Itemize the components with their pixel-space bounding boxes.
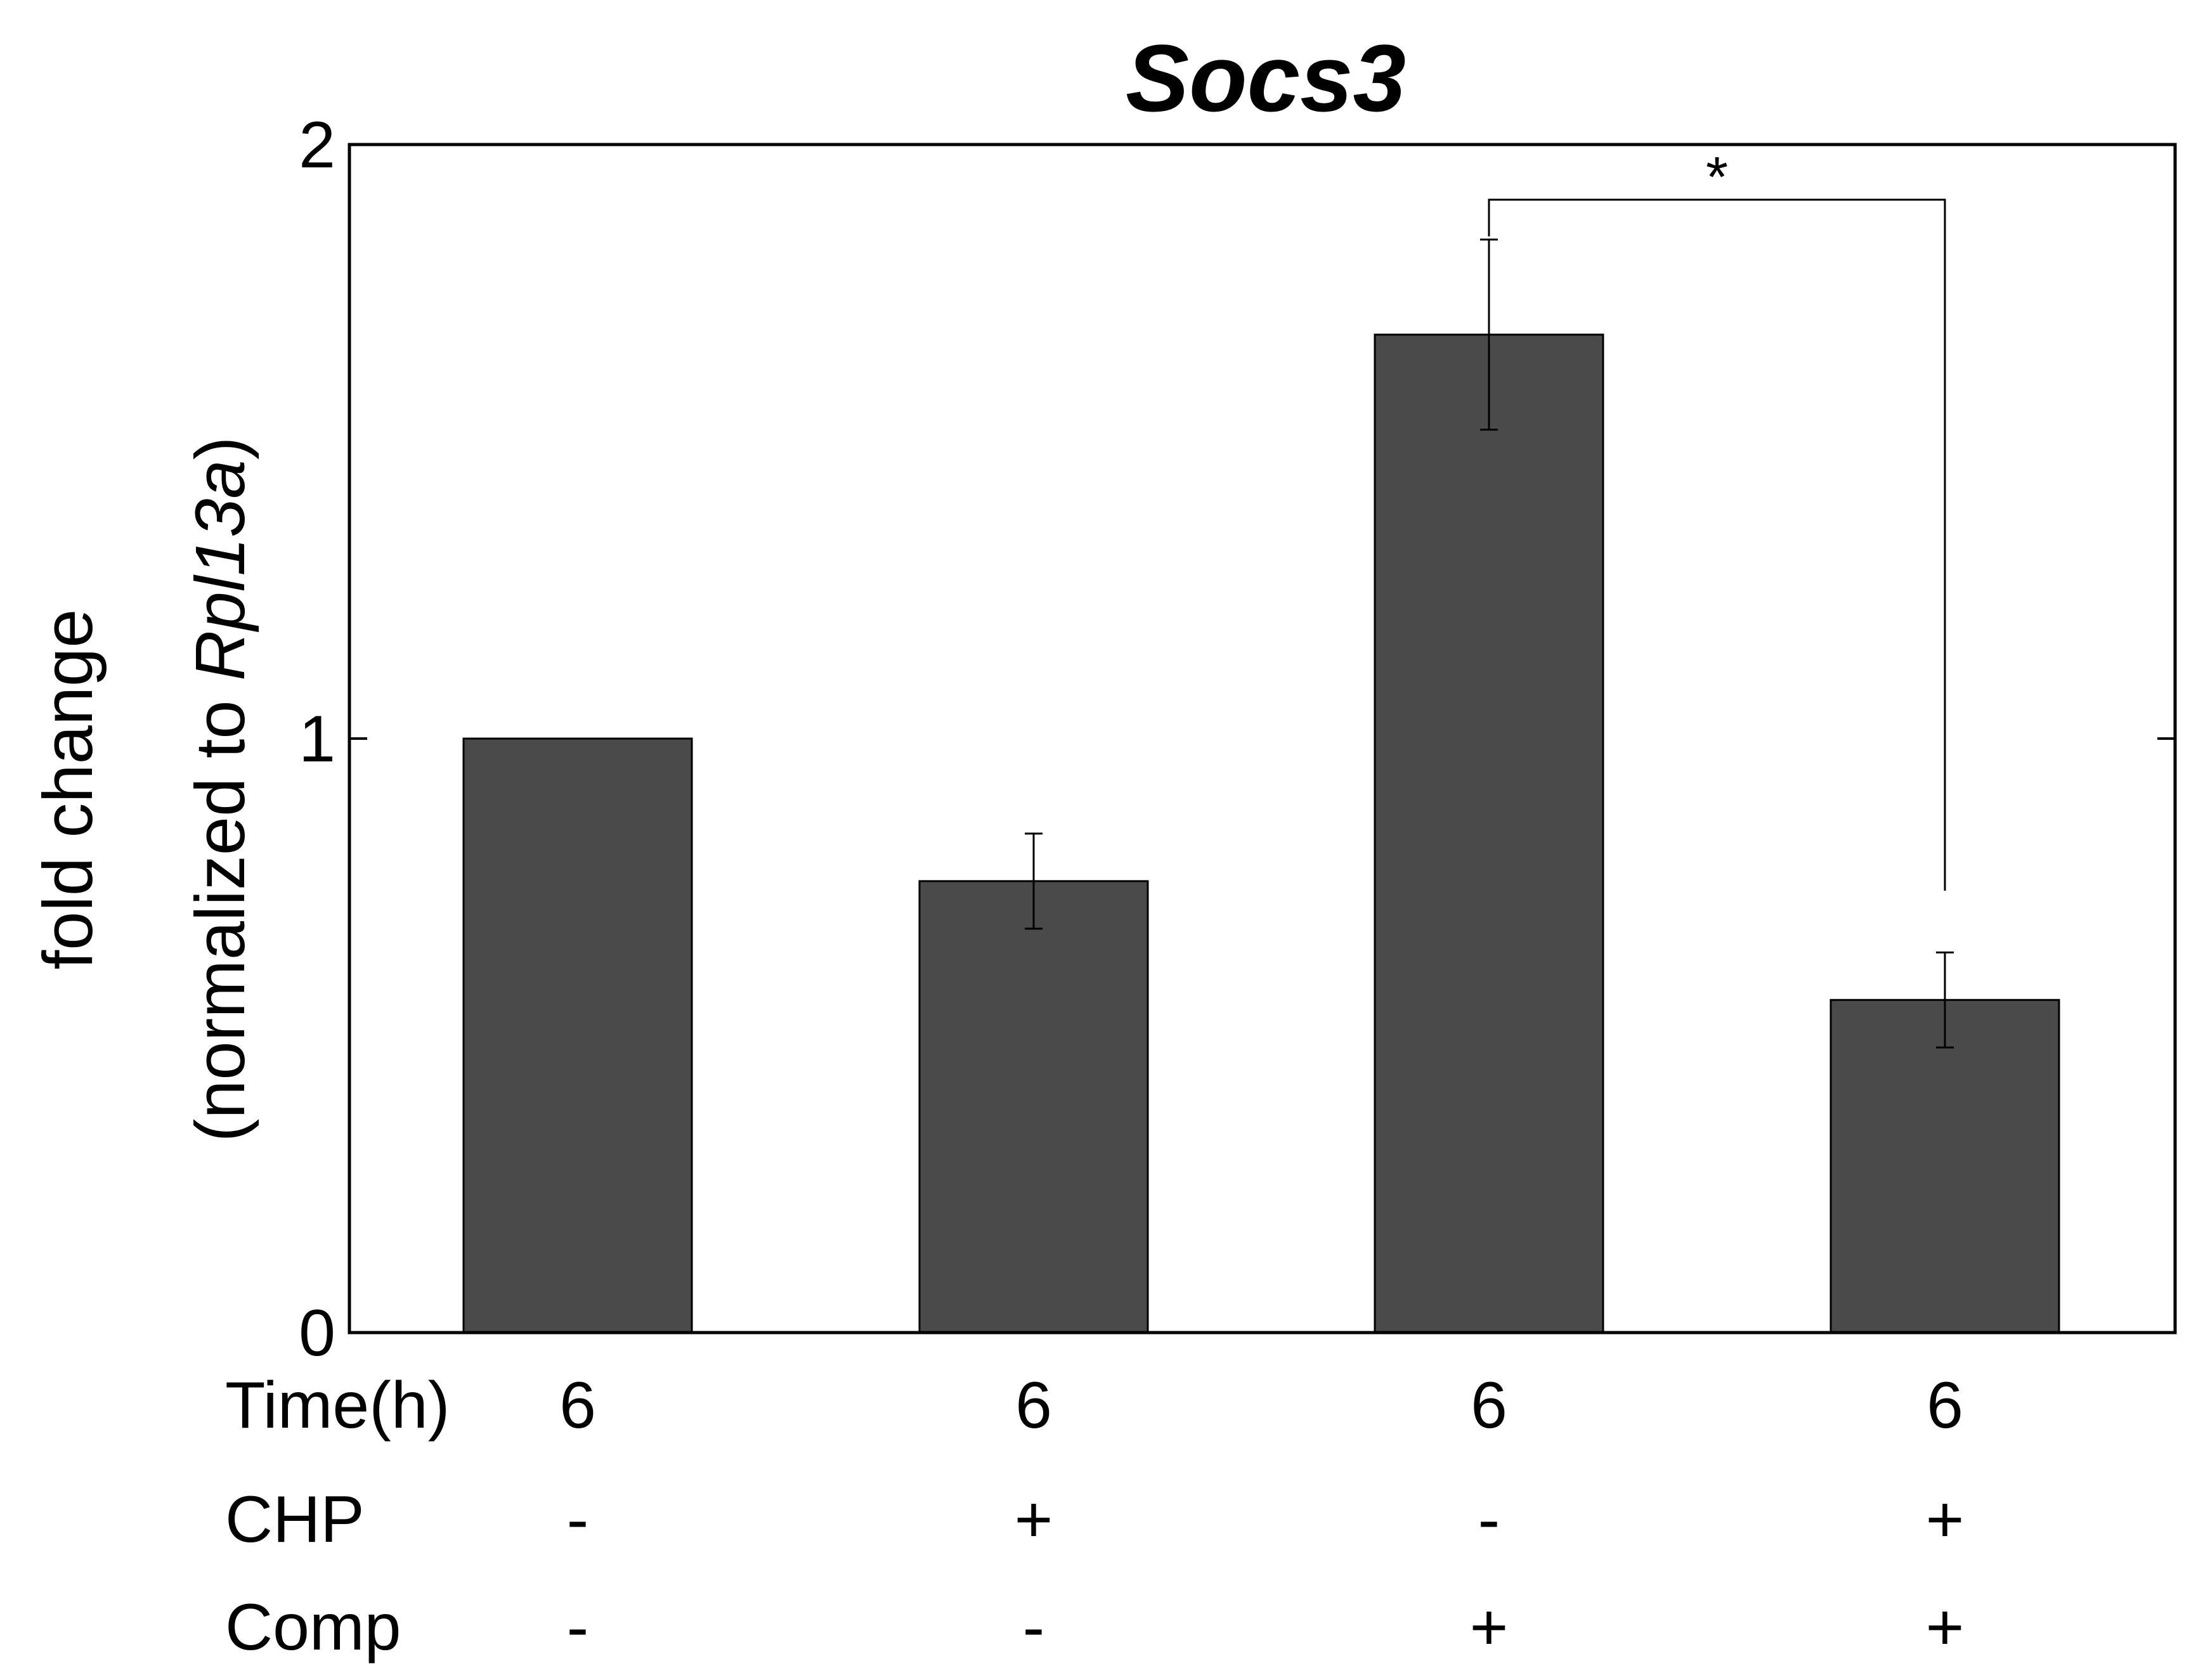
y-axis-label-suffix: ) — [181, 437, 259, 460]
error-bars-layer — [1025, 238, 1954, 1049]
y-tick-label-1: 1 — [299, 702, 335, 776]
y-axis-label-line2: (normalized to Rpl13a) — [181, 437, 259, 1142]
axes-layer: 0 1 2 — [299, 108, 2177, 1370]
condition-cell-2-2: + — [1015, 1483, 1053, 1556]
bars-layer — [462, 333, 2060, 1334]
condition-cell-2-3: - — [1478, 1483, 1500, 1556]
y-axis-label: fold change (normalized to Rpl13a) — [29, 437, 259, 1142]
condition-cell-2-1: - — [567, 1483, 589, 1556]
condition-cell-2-4: + — [1926, 1483, 1965, 1556]
condition-row-label-chp: CHP — [225, 1483, 365, 1556]
condition-cell-1-1: 6 — [559, 1369, 596, 1442]
condition-cell-1-2: 6 — [1015, 1369, 1052, 1442]
condition-cell-3-2: - — [1023, 1591, 1045, 1664]
significance-layer: * — [1488, 146, 1946, 891]
y-axis-label-gene: Rpl13a — [181, 460, 259, 681]
condition-cell-3-4: + — [1926, 1591, 1965, 1664]
condition-row-label-time-h: Time(h) — [225, 1369, 450, 1442]
significance-label-1: * — [1706, 146, 1728, 209]
condition-cell-1-4: 6 — [1927, 1369, 1963, 1442]
y-tick-label-2: 2 — [299, 108, 335, 182]
condition-row-label-comp: Comp — [225, 1591, 401, 1664]
condition-cell-3-1: - — [567, 1591, 589, 1664]
bar-4 — [1829, 998, 2060, 1334]
significance-bracket-1 — [1488, 198, 1946, 891]
condition-cell-3-3: + — [1470, 1591, 1509, 1664]
bar-1 — [462, 737, 693, 1334]
conditions-table: Time(h) 6 6 6 6 CHP - + - + Comp - - + + — [225, 1369, 1964, 1664]
bar-2 — [918, 880, 1149, 1334]
y-tick-label-0: 0 — [299, 1296, 335, 1370]
bar-3 — [1374, 333, 1604, 1334]
chart-title: Socs3 — [1126, 25, 1406, 131]
y-axis-label-prefix: (normalized to — [181, 681, 259, 1142]
condition-cell-1-3: 6 — [1471, 1369, 1507, 1442]
y-axis-label-line1: fold change — [29, 609, 107, 970]
